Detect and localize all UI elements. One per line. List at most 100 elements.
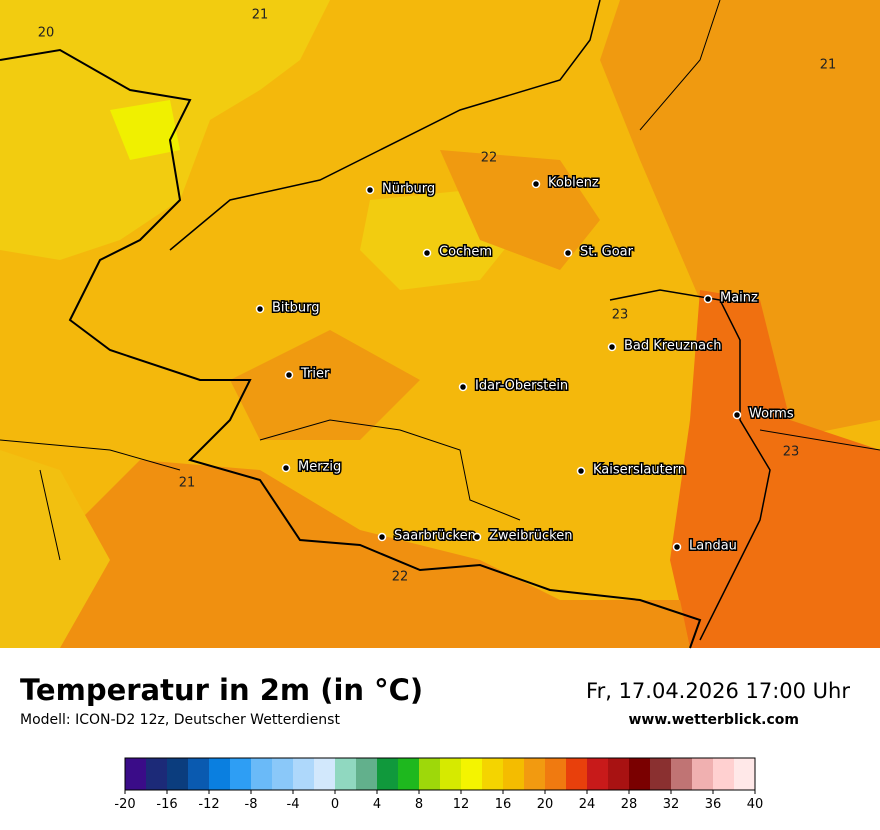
legend-swatch	[608, 758, 630, 790]
contour-label: 23	[612, 308, 629, 323]
zone-warm	[440, 150, 600, 270]
border	[259, 419, 521, 521]
datetime: Fr, 17.04.2026 17:00 Uhr	[586, 679, 850, 703]
legend-tick-label: 12	[453, 797, 470, 812]
website: www.wetterblick.com	[629, 712, 800, 728]
city: Idar-Oberstein	[458, 377, 570, 395]
zone-yellow	[110, 100, 180, 160]
legend-swatch	[692, 758, 714, 790]
city: Cochem	[422, 243, 494, 261]
city-label: Trier	[300, 367, 330, 382]
legend-tick-label: -4	[287, 797, 300, 812]
city-label: Bad Kreuznach	[624, 339, 722, 354]
border	[169, 0, 601, 251]
border	[0, 48, 702, 649]
legend-swatch	[734, 758, 756, 790]
city: Mainz	[703, 289, 760, 307]
legend-swatch	[587, 758, 609, 790]
legend-swatch	[272, 758, 294, 790]
legend-swatch	[503, 758, 525, 790]
zone-warm	[600, 0, 880, 440]
city: Nürburg	[365, 180, 437, 198]
legend-tick-label: 28	[621, 797, 638, 812]
city-dot	[255, 304, 265, 314]
city-label: Nürburg	[382, 182, 435, 197]
legend-swatch	[671, 758, 693, 790]
legend-swatch	[293, 758, 315, 790]
legend: -20 -16 -12 -8 -4 0 4 8 12 16 20 24 28 32 36 40	[114, 757, 764, 812]
legend-tick-label: 8	[415, 797, 423, 812]
legend-tick-label: 40	[747, 797, 764, 812]
legend-swatch	[398, 758, 420, 790]
legend-swatch	[167, 758, 189, 790]
city: St. Goar	[563, 243, 635, 261]
legend-tick-label: 20	[537, 797, 554, 812]
city-label: Idar-Oberstein	[475, 379, 568, 394]
city: Trier	[284, 365, 331, 383]
legend-tick-label: 32	[663, 797, 680, 812]
city-dot	[576, 466, 586, 476]
legend-swatch	[482, 758, 504, 790]
zone-warm	[230, 330, 420, 440]
legend-swatch	[566, 758, 588, 790]
city: Bitburg	[255, 299, 321, 317]
city-dot	[458, 382, 468, 392]
legend-tick-label: -12	[198, 797, 219, 812]
city-label: Cochem	[439, 245, 492, 260]
border	[609, 289, 771, 641]
legend-tick-label: 0	[331, 797, 339, 812]
legend-frame	[124, 757, 756, 791]
legend-tick-label: -8	[245, 797, 258, 812]
city: Landau	[672, 537, 738, 555]
legend-swatch	[356, 758, 378, 790]
city-label: Mainz	[720, 291, 758, 306]
title: Temperatur in 2m (in °C)	[20, 673, 423, 707]
legend-swatch	[230, 758, 252, 790]
city: Kaiserslautern	[576, 461, 688, 479]
city-dot	[284, 370, 294, 380]
city-label: St. Goar	[580, 245, 634, 260]
model: Modell: ICON-D2 12z, Deutscher Wetterdie…	[20, 712, 340, 728]
legend-swatch	[209, 758, 231, 790]
legend-swatch	[335, 758, 357, 790]
contour-labels: 21 20 21 22 23 23 21 22	[38, 8, 837, 585]
legend-swatch	[251, 758, 273, 790]
legend-swatch	[314, 758, 336, 790]
city: Merzig	[281, 458, 343, 476]
zone-base	[0, 450, 110, 648]
legend-tick-label: 24	[579, 797, 596, 812]
city-dot	[703, 294, 713, 304]
legend-tick-label: 16	[495, 797, 512, 812]
contour-label: 23	[783, 445, 800, 460]
city: Zweibrücken	[472, 527, 574, 545]
contour-label: 20	[38, 26, 55, 41]
city-dot	[472, 532, 482, 542]
city-dot	[531, 179, 541, 189]
legend-swatch	[440, 758, 462, 790]
city-dot	[563, 248, 573, 258]
city-dot	[377, 532, 387, 542]
city-label: Zweibrücken	[489, 529, 572, 544]
city-dot	[365, 185, 375, 195]
legend-swatch	[713, 758, 735, 790]
legend-swatch	[461, 758, 483, 790]
city-label: Koblenz	[548, 176, 599, 191]
city-dot	[732, 410, 742, 420]
contour-label: 21	[252, 8, 269, 23]
city-label: Worms	[749, 407, 794, 422]
city-label: Merzig	[298, 460, 341, 475]
contour-label: 22	[392, 570, 409, 585]
city-dot	[281, 463, 291, 473]
city-label: Landau	[689, 539, 737, 554]
legend-swatch	[125, 758, 147, 790]
legend-swatch	[377, 758, 399, 790]
city: Saarbrücken	[377, 527, 477, 545]
city-dot	[607, 342, 617, 352]
legend-swatch	[629, 758, 651, 790]
cities: Nürburg Koblenz Cochem St. Goar Mainz Bitburg…	[255, 174, 795, 555]
legend-swatch	[524, 758, 546, 790]
city: Bad Kreuznach	[607, 337, 723, 355]
legend-tick-label: 4	[373, 797, 381, 812]
zone-hot	[670, 290, 880, 648]
